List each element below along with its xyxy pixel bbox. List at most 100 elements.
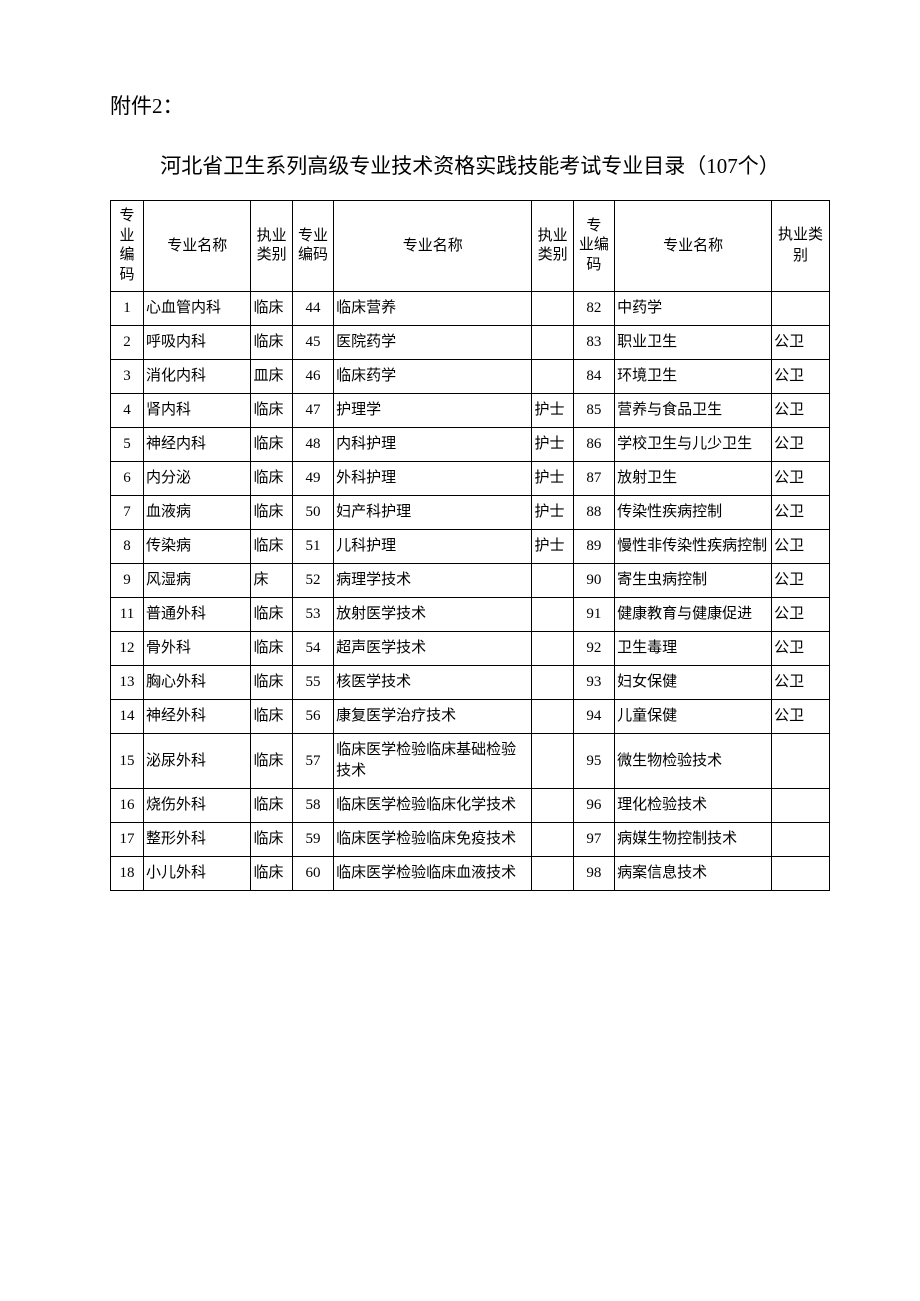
table-row: 5神经内科临床48内科护理护士86学校卫生与儿少卫生公卫 <box>111 428 830 462</box>
table-cell: 临床 <box>251 666 292 700</box>
table-cell: 52 <box>292 564 333 598</box>
table-cell <box>772 857 830 891</box>
table-cell: 公卫 <box>772 496 830 530</box>
table-cell: 中药学 <box>615 292 772 326</box>
table-cell: 84 <box>573 360 614 394</box>
table-cell: 18 <box>111 857 144 891</box>
table-cell <box>532 823 573 857</box>
header-name2: 专业名称 <box>334 201 532 292</box>
table-cell: 1 <box>111 292 144 326</box>
table-cell: 临床营养 <box>334 292 532 326</box>
table-cell: 护士 <box>532 462 573 496</box>
table-cell: 90 <box>573 564 614 598</box>
table-cell: 临床 <box>251 823 292 857</box>
specialty-table: 专业编码 专业名称 执业类别 专业编码 专业名称 执业类别 专 业编 码 专业名… <box>110 200 830 891</box>
table-cell: 89 <box>573 530 614 564</box>
table-cell: 临床 <box>251 857 292 891</box>
table-cell: 骨外科 <box>144 632 251 666</box>
table-cell: 风湿病 <box>144 564 251 598</box>
table-cell: 临床 <box>251 700 292 734</box>
table-cell: 96 <box>573 789 614 823</box>
header-type2: 执业类别 <box>532 201 573 292</box>
attachment-label: 附件2： <box>110 90 830 120</box>
table-cell: 慢性非传染性疾病控制 <box>615 530 772 564</box>
table-cell: 临床 <box>251 292 292 326</box>
table-cell: 85 <box>573 394 614 428</box>
table-cell: 公卫 <box>772 360 830 394</box>
table-cell: 呼吸内科 <box>144 326 251 360</box>
table-cell: 95 <box>573 734 614 789</box>
table-cell: 临床 <box>251 496 292 530</box>
table-cell: 5 <box>111 428 144 462</box>
table-cell: 内分泌 <box>144 462 251 496</box>
table-row: 14神经外科临床56康复医学治疗技术94儿童保健公卫 <box>111 700 830 734</box>
header-type1: 执业类别 <box>251 201 292 292</box>
table-cell: 床 <box>251 564 292 598</box>
header-code3: 专 业编 码 <box>573 201 614 292</box>
table-cell: 临床 <box>251 394 292 428</box>
table-cell: 2 <box>111 326 144 360</box>
table-cell: 98 <box>573 857 614 891</box>
table-cell: 消化内科 <box>144 360 251 394</box>
table-cell: 15 <box>111 734 144 789</box>
table-cell: 13 <box>111 666 144 700</box>
table-row: 2呼吸内科临床45医院药学83职业卫生公卫 <box>111 326 830 360</box>
table-cell: 60 <box>292 857 333 891</box>
table-row: 18小儿外科临床60临床医学检验临床血液技术98病案信息技术 <box>111 857 830 891</box>
table-cell: 超声医学技术 <box>334 632 532 666</box>
header-name3: 专业名称 <box>615 201 772 292</box>
table-cell: 临床医学检验临床血液技术 <box>334 857 532 891</box>
table-cell: 公卫 <box>772 326 830 360</box>
table-cell: 临床药学 <box>334 360 532 394</box>
table-row: 12骨外科临床54超声医学技术92卫生毒理公卫 <box>111 632 830 666</box>
table-cell: 护理学 <box>334 394 532 428</box>
table-cell: 83 <box>573 326 614 360</box>
table-cell: 7 <box>111 496 144 530</box>
table-cell: 健康教育与健康促进 <box>615 598 772 632</box>
table-cell: 寄生虫病控制 <box>615 564 772 598</box>
table-row: 4肾内科临床47护理学护士85营养与食品卫生公卫 <box>111 394 830 428</box>
table-cell: 职业卫生 <box>615 326 772 360</box>
table-cell: 泌尿外科 <box>144 734 251 789</box>
table-cell: 6 <box>111 462 144 496</box>
table-cell: 46 <box>292 360 333 394</box>
table-cell: 护士 <box>532 530 573 564</box>
table-cell: 烧伤外科 <box>144 789 251 823</box>
table-cell: 公卫 <box>772 530 830 564</box>
table-cell: 儿科护理 <box>334 530 532 564</box>
table-cell: 3 <box>111 360 144 394</box>
table-row: 8传染病临床51儿科护理护士89慢性非传染性疾病控制公卫 <box>111 530 830 564</box>
table-cell: 学校卫生与儿少卫生 <box>615 428 772 462</box>
table-cell: 康复医学治疗技术 <box>334 700 532 734</box>
table-cell: 47 <box>292 394 333 428</box>
table-cell: 胸心外科 <box>144 666 251 700</box>
table-cell: 94 <box>573 700 614 734</box>
table-cell: 92 <box>573 632 614 666</box>
table-cell: 公卫 <box>772 394 830 428</box>
table-cell <box>532 700 573 734</box>
table-cell: 临床医学检验临床免疫技术 <box>334 823 532 857</box>
table-cell: 88 <box>573 496 614 530</box>
table-cell: 皿床 <box>251 360 292 394</box>
table-cell: 放射医学技术 <box>334 598 532 632</box>
table-cell <box>532 789 573 823</box>
table-cell: 妇女保健 <box>615 666 772 700</box>
table-cell: 普通外科 <box>144 598 251 632</box>
table-cell: 临床 <box>251 462 292 496</box>
table-cell: 内科护理 <box>334 428 532 462</box>
table-cell: 59 <box>292 823 333 857</box>
table-cell: 临床 <box>251 789 292 823</box>
table-cell: 核医学技术 <box>334 666 532 700</box>
table-cell: 病媒生物控制技术 <box>615 823 772 857</box>
table-cell: 病理学技术 <box>334 564 532 598</box>
table-cell: 公卫 <box>772 700 830 734</box>
table-body: 1心血管内科临床44临床营养82中药学2呼吸内科临床45医院药学83职业卫生公卫… <box>111 292 830 891</box>
table-cell: 临床 <box>251 598 292 632</box>
table-cell: 放射卫生 <box>615 462 772 496</box>
table-cell <box>772 292 830 326</box>
table-cell: 86 <box>573 428 614 462</box>
table-cell: 45 <box>292 326 333 360</box>
table-cell <box>772 823 830 857</box>
header-type3: 执业类别 <box>772 201 830 292</box>
table-cell: 临床 <box>251 632 292 666</box>
